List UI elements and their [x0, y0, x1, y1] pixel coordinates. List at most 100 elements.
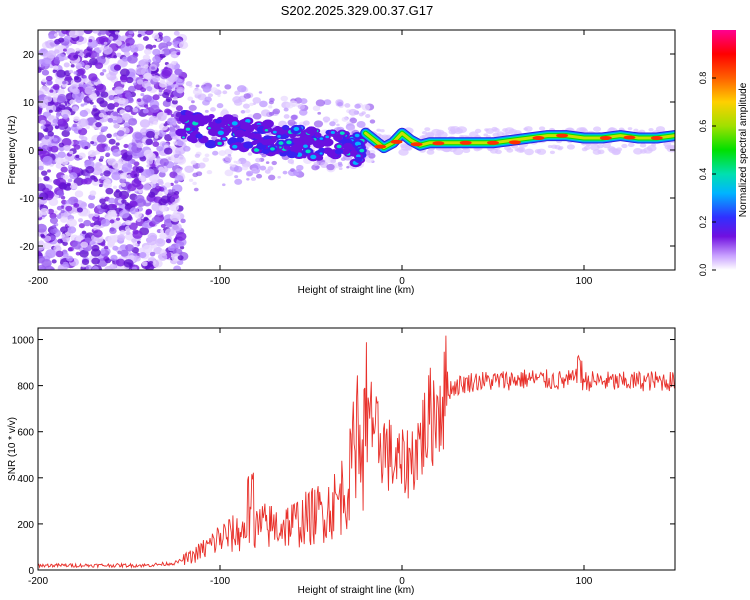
noise-blob	[43, 175, 50, 182]
noise-blob	[164, 182, 172, 188]
noise-blob	[361, 111, 366, 115]
noise-blob	[160, 229, 164, 234]
noise-blob	[229, 163, 233, 167]
noise-blob	[112, 111, 119, 117]
noise-blob	[222, 90, 228, 95]
noise-blob	[144, 30, 154, 36]
noise-blob	[143, 104, 149, 108]
ridge-peak	[623, 135, 636, 140]
noise-blob	[67, 178, 73, 183]
noise-blob	[55, 30, 61, 33]
signal-blob	[289, 133, 296, 139]
noise-blob	[233, 99, 243, 106]
noise-blob	[56, 95, 66, 104]
noise-blob	[173, 30, 180, 36]
noise-blob	[40, 125, 46, 130]
noise-blob	[128, 85, 136, 93]
noise-blob	[103, 41, 108, 45]
noise-blob	[158, 166, 165, 172]
noise-blob	[346, 165, 350, 169]
noise-blob	[145, 138, 154, 146]
signal-core	[356, 154, 361, 158]
noise-blob	[218, 150, 227, 156]
noise-blob	[167, 189, 173, 194]
noise-blob	[141, 222, 148, 229]
noise-blob	[216, 83, 220, 87]
noise-blob	[141, 261, 149, 267]
noise-blob	[160, 223, 166, 229]
noise-blob	[61, 129, 70, 137]
noise-blob	[242, 103, 250, 109]
noise-blob	[337, 161, 343, 166]
noise-blob	[124, 51, 131, 57]
noise-blob	[120, 194, 127, 200]
noise-blob	[121, 162, 133, 172]
noise-blob	[145, 209, 153, 215]
noise-blob	[75, 251, 81, 256]
noise-blob	[84, 85, 96, 95]
signal-blob	[246, 132, 256, 139]
signal-blob	[281, 124, 290, 131]
noise-blob	[268, 105, 273, 109]
noise-blob	[51, 259, 57, 264]
noise-blob	[287, 119, 296, 126]
noise-blob	[41, 144, 50, 151]
noise-blob	[142, 183, 152, 191]
noise-blob	[368, 153, 376, 159]
noise-blob	[143, 149, 154, 158]
noise-blob	[105, 73, 111, 78]
noise-blob	[117, 234, 126, 241]
noise-blob	[108, 197, 116, 204]
signal-blob	[305, 126, 318, 135]
noise-blob	[348, 108, 358, 116]
noise-blob	[129, 39, 135, 44]
signal-core	[339, 131, 345, 135]
noise-blob	[323, 99, 332, 106]
noise-blob	[336, 123, 340, 127]
noise-blob	[57, 151, 66, 159]
signal-core	[277, 135, 281, 138]
noise-blob	[204, 153, 210, 158]
noise-blob	[114, 31, 119, 35]
noise-blob	[639, 143, 647, 148]
noise-blob	[109, 219, 115, 224]
noise-blob	[109, 263, 117, 270]
noise-blob	[73, 144, 81, 150]
signal-core	[217, 130, 224, 136]
signal-core	[354, 133, 360, 138]
noise-blob	[63, 48, 67, 52]
noise-blob	[204, 96, 212, 103]
noise-blob	[111, 204, 118, 209]
noise-blob	[152, 55, 161, 63]
noise-blob	[42, 155, 53, 165]
noise-blob	[81, 230, 87, 235]
noise-blob	[103, 170, 111, 177]
noise-blob	[38, 251, 41, 255]
noise-blob	[224, 148, 233, 155]
noise-blob	[151, 179, 157, 185]
noise-blob	[146, 86, 153, 92]
noise-blob	[177, 255, 184, 261]
noise-blob	[146, 130, 155, 139]
noise-blob	[173, 265, 182, 270]
noise-blob	[162, 48, 171, 56]
noise-blob	[111, 171, 122, 181]
noise-blob	[222, 183, 226, 187]
noise-blob	[152, 44, 157, 48]
spectrogram-marks	[38, 30, 675, 270]
noise-blob	[132, 131, 143, 141]
colorbar-gradient	[712, 30, 736, 270]
noise-blob	[131, 238, 137, 243]
colorbar-tick-label: 0.0	[698, 264, 708, 277]
signal-blob	[261, 139, 270, 146]
noise-blob	[175, 125, 180, 129]
noise-blob	[104, 146, 111, 151]
x-tick-label: 100	[576, 276, 593, 287]
noise-blob	[152, 94, 160, 101]
signal-blob	[292, 138, 300, 144]
noise-blob	[163, 147, 173, 155]
noise-blob	[250, 177, 257, 182]
signal-blob	[287, 151, 297, 159]
noise-blob	[73, 202, 80, 208]
noise-blob	[152, 259, 163, 268]
